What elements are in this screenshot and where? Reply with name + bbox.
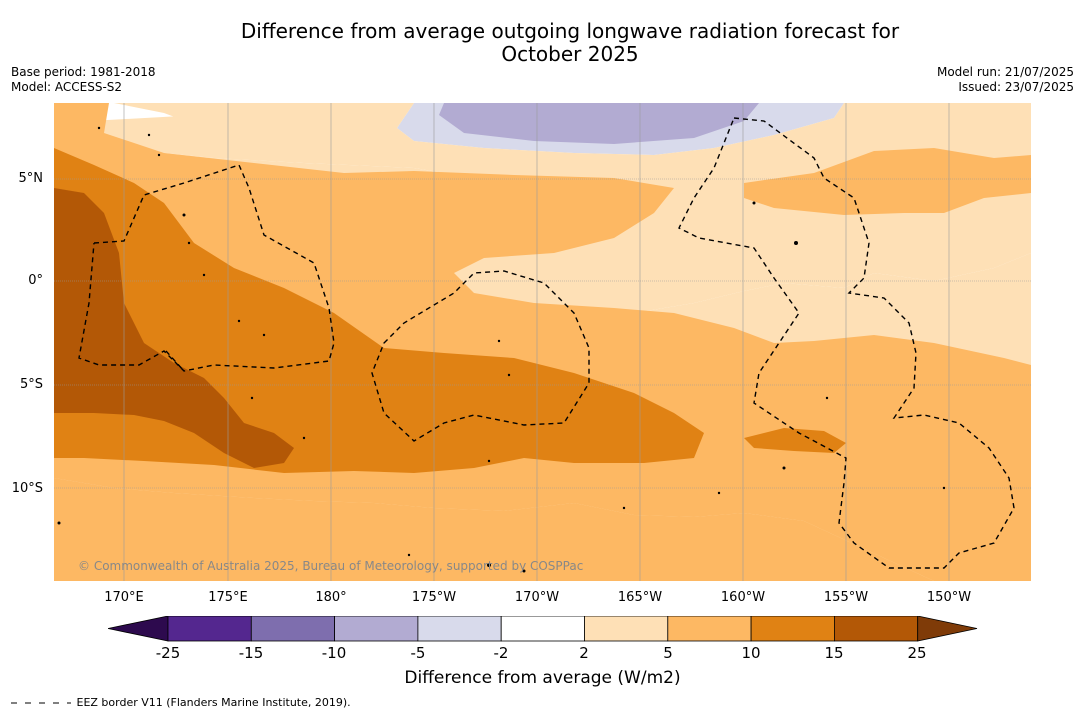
meta-right: Model run: 21/07/2025 Issued: 23/07/2025 [937, 65, 1074, 95]
colorbar-seg-2 [250, 615, 336, 642]
lon-label-150w: 150°W [926, 590, 972, 605]
cbar-tick-m10: -10 [321, 644, 347, 662]
cbar-tick-m2: -2 [493, 644, 509, 662]
band-neg-10-top [439, 103, 759, 144]
meridians [123, 103, 950, 581]
colorbar-seg-8 [750, 615, 835, 642]
cbar-tick-m5: -5 [410, 644, 426, 662]
eez-legend: EEZ border V11 (Flanders Marine Institut… [11, 696, 351, 709]
band-pos-15 [54, 188, 294, 468]
meta-left: Base period: 1981-2018 Model: ACCESS-S2 [11, 65, 156, 95]
colorbar [107, 615, 978, 648]
map-title: Difference from average outgoing longwav… [0, 20, 1085, 66]
colorbar-seg-3 [334, 615, 419, 642]
cbar-tick-5: 5 [663, 644, 673, 662]
model-run: Model run: 21/07/2025 [936, 65, 1074, 79]
lon-label-170e: 170°E [104, 590, 144, 605]
colorbar-seg-1 [167, 615, 252, 642]
colorbar-seg-6 [584, 615, 669, 642]
graticule [54, 178, 1031, 489]
colorbar-seg-5 [500, 615, 585, 642]
lon-label-170w: 170°W [514, 590, 560, 605]
lon-label-155w: 155°W [823, 590, 869, 605]
eez-legend-text: EEZ border V11 (Flanders Marine Institut… [76, 696, 351, 709]
eez-borders [78, 117, 1015, 569]
islands [57, 126, 946, 573]
colorbar-extend-low [107, 615, 169, 642]
lon-label-165w: 165°W [617, 590, 663, 605]
band-pos-5-east [744, 148, 1031, 215]
lat-label-5s: 5°S [19, 377, 43, 392]
lat-label-10s: 10°S [11, 481, 43, 496]
colorbar-seg-7 [667, 615, 752, 642]
colorbar-label: Difference from average (W/m2) [404, 668, 681, 688]
cbar-tick-m15: -15 [238, 644, 264, 662]
band-pos-10-east [744, 428, 846, 453]
band-pos-5-lower [54, 478, 934, 581]
cbar-tick-m25: -25 [155, 644, 181, 662]
lat-label-0: 0° [28, 273, 43, 288]
model-name: Model: ACCESS-S2 [11, 80, 123, 94]
lon-label-175w: 175°W [411, 590, 457, 605]
cbar-tick-10: 10 [741, 644, 761, 662]
title-line-1: Difference from average outgoing longwav… [240, 19, 900, 43]
dashed-line-icon [11, 702, 71, 704]
colorbar-seg-9 [834, 615, 919, 642]
issued-date: Issued: 23/07/2025 [958, 80, 1074, 94]
lat-label-5n: 5°N [18, 171, 44, 186]
lon-label-175e: 175°E [208, 590, 248, 605]
lon-label-160w: 160°W [720, 590, 766, 605]
cbar-tick-15: 15 [824, 644, 844, 662]
base-period: Base period: 1981-2018 [11, 65, 156, 79]
copyright-notice: © Commonwealth of Australia 2025, Bureau… [78, 559, 584, 573]
title-line-2: October 2025 [501, 42, 639, 66]
colorbar-extend-high [917, 615, 978, 642]
cbar-tick-2: 2 [579, 644, 589, 662]
colorbar-seg-4 [417, 615, 502, 642]
cbar-tick-25: 25 [907, 644, 927, 662]
lon-label-180: 180° [315, 590, 347, 605]
anomaly-map [54, 103, 1031, 581]
